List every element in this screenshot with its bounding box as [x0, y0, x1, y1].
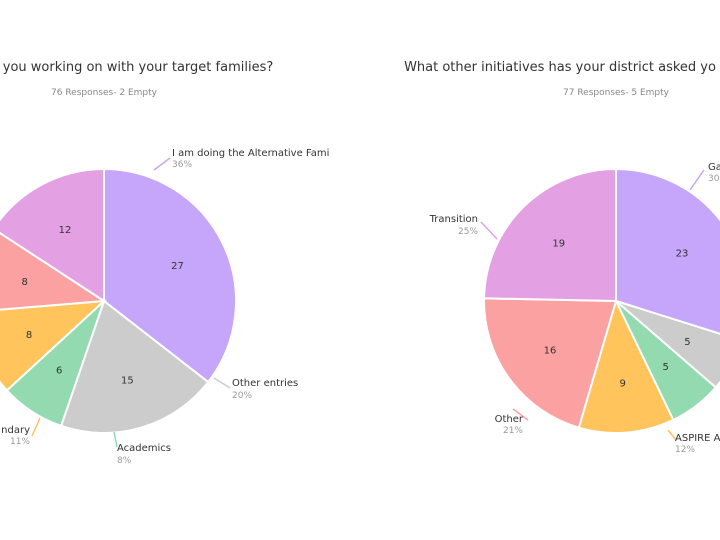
callout-line — [689, 169, 705, 191]
slice-name-label: Academics — [117, 443, 171, 454]
slice-percent-label: 36% — [172, 160, 192, 170]
slice-value-label: 5 — [663, 362, 669, 373]
slice-value-label: 16 — [544, 345, 557, 356]
chart-title: you working on with your target families… — [3, 60, 274, 75]
chart-subtitle: 76 Responses- 2 Empty — [51, 88, 158, 98]
slice-percent-label: 11% — [10, 437, 30, 447]
slice-value-label: 8 — [26, 330, 32, 341]
slice-value-label: 8 — [22, 277, 28, 288]
callout-line — [213, 377, 231, 389]
slice-value-label: 19 — [552, 239, 565, 250]
pie-slice — [577, 298, 675, 434]
callout-line — [667, 429, 677, 441]
callout-line — [113, 431, 118, 448]
pie-chart-2: What other initiatives has your district… — [404, 60, 720, 455]
pie-slice — [103, 167, 237, 384]
slice-value-label: 27 — [171, 261, 184, 272]
pie-slice — [483, 297, 618, 429]
slice-value-label: 5 — [684, 337, 690, 348]
slice-name-label: I am doing the Alternative Fami — [172, 148, 329, 159]
callout-line — [153, 157, 171, 171]
slice-value-label: 12 — [59, 225, 72, 236]
slice-name-label: Ga — [708, 162, 720, 173]
chart-subtitle: 77 Responses- 5 Empty — [563, 88, 670, 98]
chart-title: What other initiatives has your district… — [404, 60, 716, 75]
slice-name-label: Other — [495, 414, 524, 425]
slice-percent-label: 21% — [503, 426, 523, 436]
pie-slice — [0, 167, 105, 303]
callout-line — [480, 221, 498, 240]
pie-slice — [59, 299, 210, 434]
pie-slice — [483, 167, 617, 303]
slice-percent-label: 20% — [232, 391, 252, 401]
slice-percent-label: 8% — [117, 456, 132, 466]
pie-chart-1: you working on with your target families… — [0, 60, 329, 466]
pie-slice — [615, 167, 720, 335]
slice-name-label: ASPIRE A — [675, 433, 720, 444]
slice-value-label: 9 — [620, 379, 626, 390]
slice-value-label: 6 — [56, 366, 62, 377]
slice-percent-label: 12% — [675, 445, 695, 455]
slice-percent-label: 25% — [458, 227, 478, 237]
slice-name-label: ndary — [1, 425, 30, 436]
pie-slice — [0, 231, 107, 311]
pie-slice — [0, 299, 107, 392]
callout-line — [512, 408, 529, 421]
slice-percent-label: 30 — [708, 174, 720, 184]
slice-name-label: Transition — [429, 214, 478, 225]
slice-name-label: Other entries — [232, 378, 298, 389]
callout-line — [31, 417, 41, 437]
slice-value-label: 23 — [676, 249, 689, 260]
slice-value-label: 15 — [121, 375, 134, 386]
